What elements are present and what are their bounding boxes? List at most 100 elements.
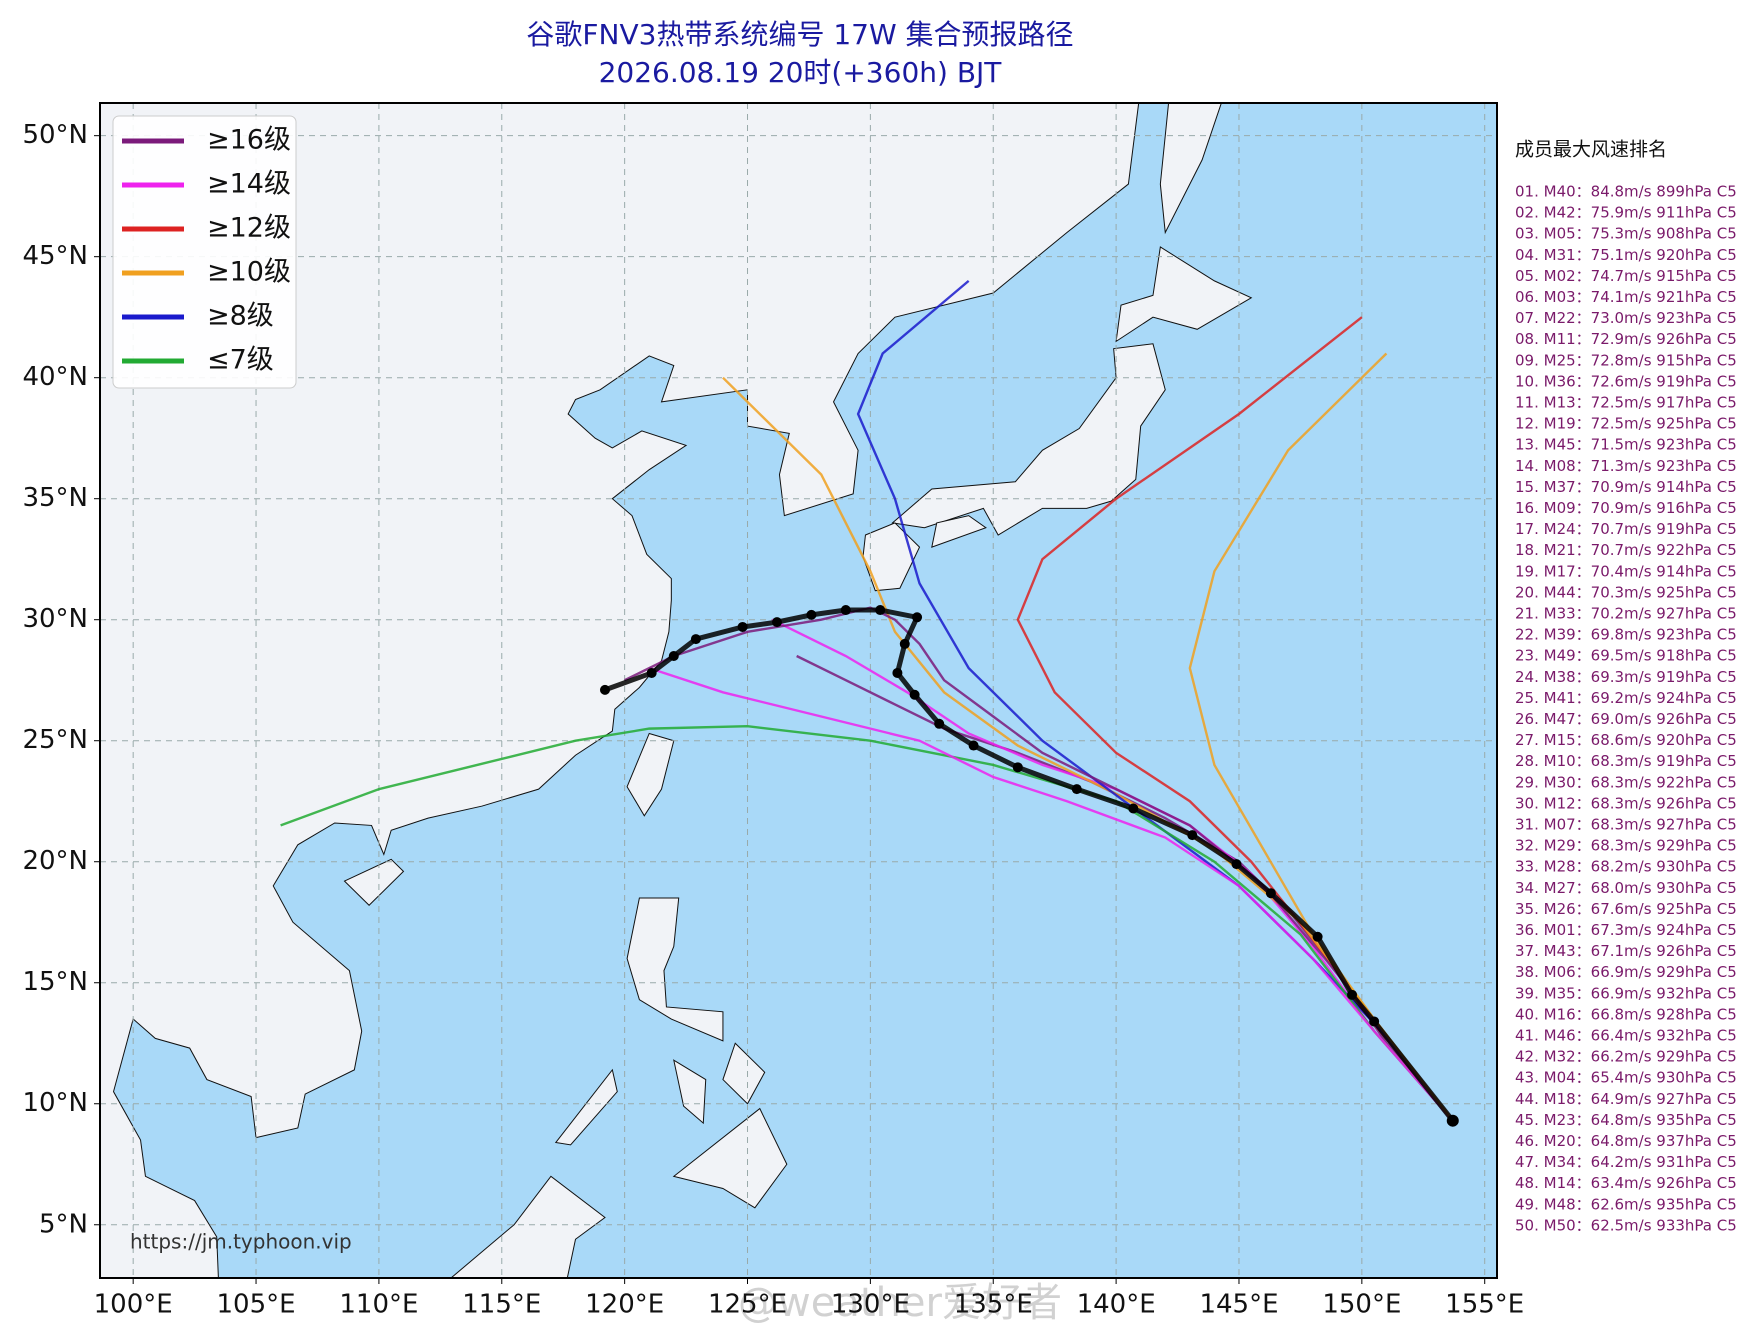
ranking-entry: 32. M29：68.3m/s 929hPa C5 — [1515, 837, 1737, 855]
mean-track-point — [668, 651, 679, 662]
ranking-entry: 11. M13：72.5m/s 917hPa C5 — [1515, 394, 1737, 412]
mean-track-point — [875, 605, 886, 616]
tracks — [280, 279, 1459, 1127]
ranking-title: 成员最大风速排名 — [1515, 139, 1667, 161]
mean-track-point — [690, 634, 701, 645]
ranking-entry: 12. M19：72.5m/s 925hPa C5 — [1515, 415, 1737, 433]
ranking-entry: 47. M34：64.2m/s 931hPa C5 — [1515, 1153, 1737, 1171]
mean-track-point — [1446, 1114, 1459, 1127]
landmass — [722, 1042, 766, 1105]
y-tick-label: 5°N — [39, 1209, 88, 1239]
landmass — [450, 1175, 606, 1278]
ranking-entry: 13. M45：71.5m/s 923hPa C5 — [1515, 436, 1737, 454]
mean-track-point — [899, 638, 910, 649]
mean-track-point — [840, 605, 851, 616]
ranking-entry: 05. M02：74.7m/s 915hPa C5 — [1515, 267, 1737, 285]
x-tick-label: 100°E — [94, 1290, 173, 1320]
ranking-entry: 30. M12：68.3m/s 926hPa C5 — [1515, 794, 1737, 812]
mean-track-point — [646, 667, 657, 678]
mean-track-point — [737, 621, 748, 632]
track-line — [624, 606, 1454, 1122]
y-tick-label: 15°N — [22, 967, 88, 997]
ranking-entry: 23. M49：69.5m/s 918hPa C5 — [1515, 647, 1737, 665]
y-tick-label: 35°N — [22, 483, 88, 513]
track-line — [648, 666, 1454, 1122]
axes: 100°E 105°E 110°E 115°E 120°E 125°E 130°E 135°E… — [22, 120, 1524, 1319]
ranking-entry: 46. M20：64.8m/s 937hPa C5 — [1515, 1132, 1737, 1150]
ranking-entry: 08. M11：72.9m/s 926hPa C5 — [1515, 330, 1737, 348]
landmass — [343, 858, 405, 906]
ranking-entry: 29. M30：68.3m/s 922hPa C5 — [1515, 773, 1737, 791]
ranking-entry: 39. M35：66.9m/s 932hPa C5 — [1515, 984, 1737, 1002]
ranking-entry: 28. M10：68.3m/s 919hPa C5 — [1515, 752, 1737, 770]
ranking-entry: 19. M17：70.4m/s 914hPa C5 — [1515, 562, 1737, 580]
mean-track-point — [1012, 762, 1023, 773]
track-line — [280, 724, 1454, 1122]
ranking-entry: 45. M23：64.8m/s 935hPa C5 — [1515, 1111, 1737, 1129]
ranking-entry: 35. M26：67.6m/s 925hPa C5 — [1515, 900, 1737, 918]
watermark: @weather爱好者 — [738, 1280, 1062, 1326]
ranking-entry: 41. M46：66.4m/s 932hPa C5 — [1515, 1027, 1737, 1045]
map-frame — [99, 102, 1498, 1279]
ranking-entry: 43. M04：65.4m/s 930hPa C5 — [1515, 1069, 1737, 1087]
x-tick-label: 105°E — [217, 1290, 296, 1320]
landmass — [673, 1059, 707, 1125]
legend-label: ≥8级 — [207, 301, 274, 332]
mean-track-point — [1369, 1016, 1380, 1027]
ranking-entry: 40. M16：66.8m/s 928hPa C5 — [1515, 1005, 1737, 1023]
map-title: 谷歌FNV3热带系统编号 17W 集合预报路径 — [526, 18, 1073, 51]
mean-track-point — [1187, 830, 1198, 841]
legend-label: ≥16级 — [207, 125, 291, 156]
legend-label: ≥12级 — [207, 213, 291, 244]
landmass — [626, 732, 675, 817]
ranking-entry: 34. M27：68.0m/s 930hPa C5 — [1515, 879, 1737, 897]
mean-track-point — [1231, 859, 1242, 870]
mean-track-point — [934, 718, 945, 729]
landmass — [1159, 103, 1222, 235]
x-tick-label: 115°E — [462, 1290, 541, 1320]
ranking-entry: 27. M15：68.6m/s 920hPa C5 — [1515, 731, 1737, 749]
ranking-entry: 48. M14：63.4m/s 926hPa C5 — [1515, 1174, 1737, 1192]
landmass — [891, 343, 1166, 536]
ranking-entry: 33. M28：68.2m/s 930hPa C5 — [1515, 858, 1737, 876]
landmass — [672, 1107, 788, 1209]
mean-track-point — [909, 689, 920, 700]
ranking-entry: 21. M33：70.2m/s 927hPa C5 — [1515, 605, 1737, 623]
mean-track-point — [1128, 803, 1139, 814]
ranking-entry: 37. M43：67.1m/s 926hPa C5 — [1515, 942, 1737, 960]
mean-track-point — [912, 612, 923, 623]
x-tick-label: 120°E — [585, 1290, 664, 1320]
ranking-entry: 24. M38：69.3m/s 919hPa C5 — [1515, 668, 1737, 686]
ranking-entry: 36. M01：67.3m/s 924hPa C5 — [1515, 921, 1737, 939]
ranking-entry: 09. M25：72.8m/s 915hPa C5 — [1515, 351, 1737, 369]
landmass — [1115, 246, 1253, 343]
ranking-entry: 04. M31：75.1m/s 920hPa C5 — [1515, 246, 1737, 264]
mean-track-point — [1312, 931, 1323, 942]
y-tick-label: 40°N — [22, 362, 88, 392]
legend-label: ≤7级 — [207, 345, 274, 376]
x-tick-label: 150°E — [1322, 1290, 1401, 1320]
ranking-entry: 25. M41：69.2m/s 924hPa C5 — [1515, 689, 1737, 707]
x-tick-label: 140°E — [1077, 1290, 1156, 1320]
ranking-entry: 02. M42：75.9m/s 911hPa C5 — [1515, 204, 1737, 222]
mean-track-point — [968, 740, 979, 751]
y-tick-label: 45°N — [22, 241, 88, 271]
ranking-entry: 50. M50：62.5m/s 933hPa C5 — [1515, 1216, 1737, 1234]
landmass — [931, 515, 987, 548]
source-url: https://jm.typhoon.vip — [130, 1230, 352, 1254]
legend-label: ≥10级 — [207, 257, 291, 288]
grid — [100, 103, 1497, 1278]
ranking-entry: 14. M08：71.3m/s 923hPa C5 — [1515, 457, 1737, 475]
y-tick-label: 10°N — [22, 1088, 88, 1118]
ranking-entry: 16. M09：70.9m/s 916hPa C5 — [1515, 499, 1737, 517]
x-tick-label: 145°E — [1199, 1290, 1278, 1320]
y-tick-label: 30°N — [22, 604, 88, 634]
ranking-entry: 18. M21：70.7m/s 922hPa C5 — [1515, 541, 1737, 559]
ranking: 01. M40：84.8m/s 899hPa C5 02. M42：75.9m/s… — [1515, 183, 1737, 1235]
x-tick-label: 130°E — [831, 1290, 910, 1320]
ranking-entry: 26. M47：69.0m/s 926hPa C5 — [1515, 710, 1737, 728]
ranking-entry: 44. M18：64.9m/s 927hPa C5 — [1515, 1090, 1737, 1108]
ranking-entry: 17. M24：70.7m/s 919hPa C5 — [1515, 520, 1737, 538]
ranking-entry: 10. M36：72.6m/s 919hPa C5 — [1515, 372, 1737, 390]
